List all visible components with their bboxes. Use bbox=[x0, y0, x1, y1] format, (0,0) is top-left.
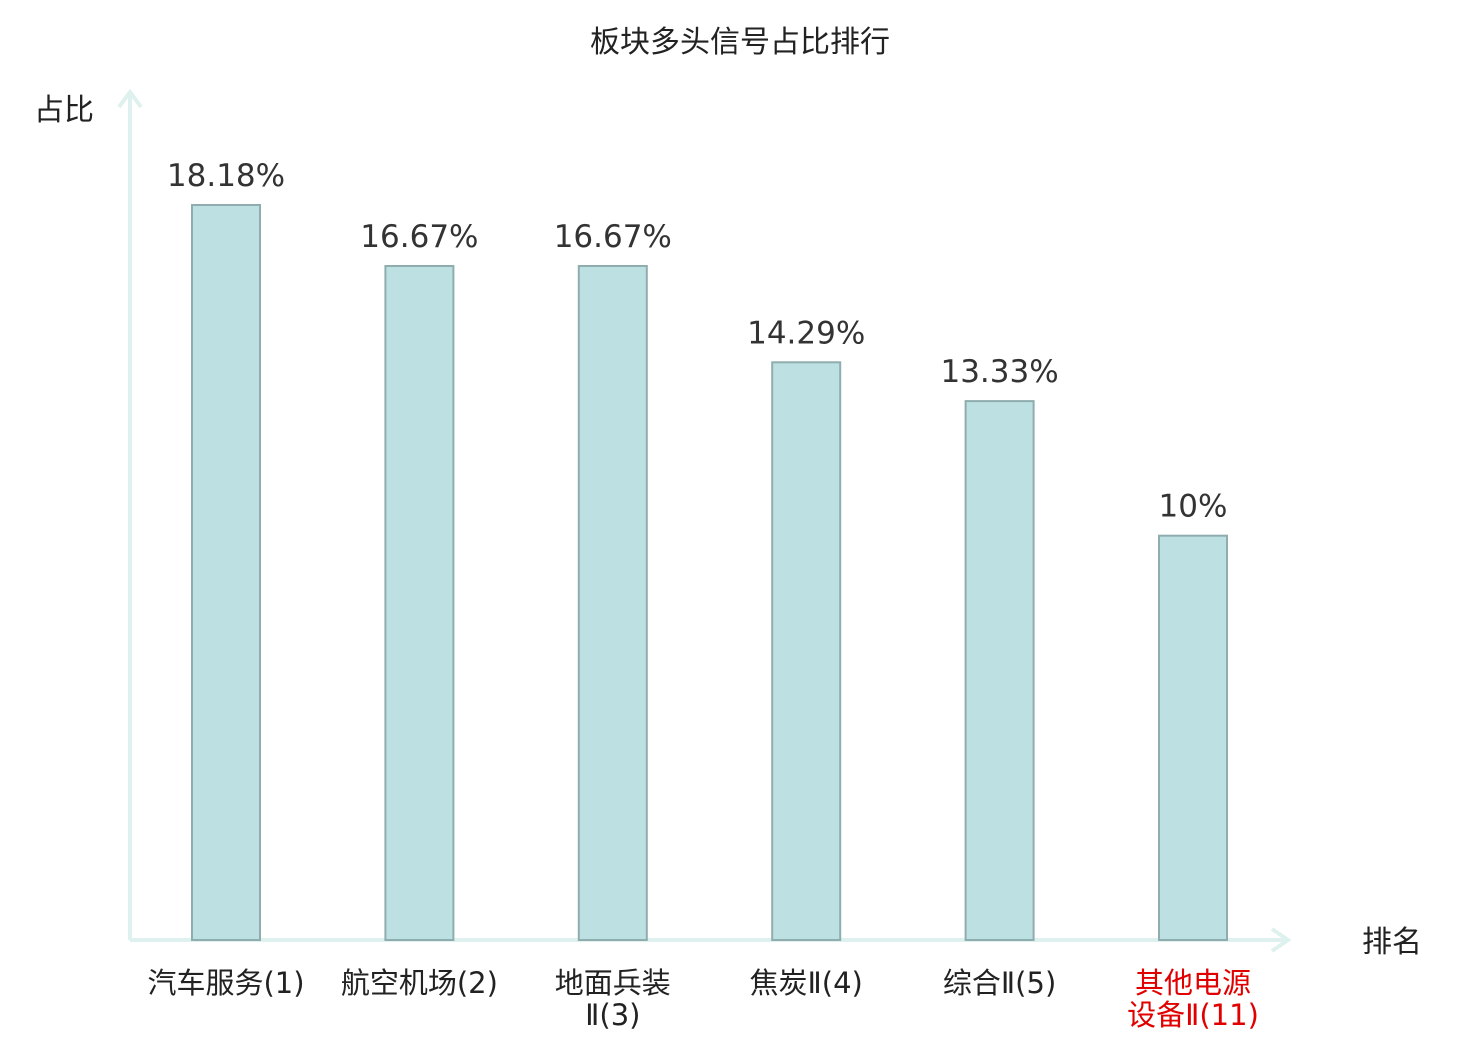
value-label: 10% bbox=[1159, 489, 1228, 525]
chart-title: 板块多头信号占比排行 bbox=[590, 25, 890, 60]
bar bbox=[577, 265, 648, 941]
x-tick-label: 航空机场(2) bbox=[341, 966, 498, 1000]
value-label: 18.18% bbox=[167, 158, 285, 194]
x-tick-label: Ⅱ(3) bbox=[585, 998, 640, 1032]
axes bbox=[117, 88, 1292, 953]
value-label: 16.67% bbox=[360, 219, 478, 255]
bars bbox=[191, 204, 1228, 942]
value-label: 14.29% bbox=[747, 315, 865, 351]
value-label: 16.67% bbox=[554, 219, 672, 255]
x-axis-arrow bbox=[1270, 927, 1292, 953]
bar bbox=[384, 265, 455, 941]
value-labels: 18.18% 16.67% 16.67% 14.29% 13.33% 10% bbox=[167, 158, 1228, 525]
value-label: 13.33% bbox=[940, 354, 1058, 390]
x-tick-label: 设备Ⅱ(11) bbox=[1127, 998, 1259, 1032]
x-tick-label: 地面兵装 bbox=[555, 966, 671, 1000]
bar bbox=[191, 204, 261, 941]
x-tick-label: 焦炭Ⅱ(4) bbox=[750, 966, 863, 1000]
bar bbox=[771, 361, 842, 941]
bar bbox=[964, 400, 1035, 942]
x-axis-label: 排名 bbox=[1362, 925, 1422, 960]
x-tick-label: 汽车服务(1) bbox=[147, 966, 304, 1000]
x-tick-label: 其他电源 bbox=[1135, 966, 1251, 1000]
bar bbox=[1158, 534, 1228, 941]
y-axis-arrow bbox=[117, 88, 143, 109]
x-tick-label: 综合Ⅱ(5) bbox=[943, 966, 1056, 1000]
y-axis-label: 占比 bbox=[34, 93, 94, 128]
